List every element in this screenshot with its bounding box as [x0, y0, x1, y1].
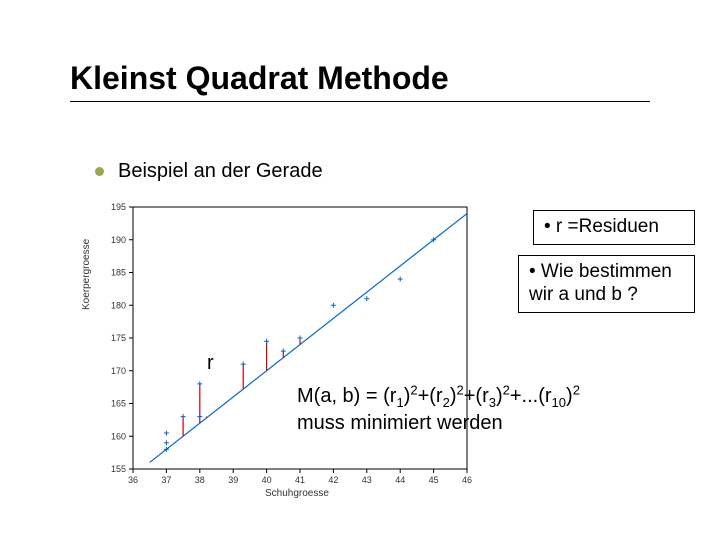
- x-axis-label: Schuhgroesse: [265, 488, 329, 499]
- svg-text:155: 155: [111, 464, 126, 474]
- svg-text:39: 39: [228, 475, 238, 485]
- callout-ab-question: • Wie bestimmen wir a und b ?: [518, 255, 695, 313]
- svg-text:195: 195: [111, 202, 126, 212]
- svg-text:41: 41: [295, 475, 305, 485]
- formula-line2: muss minimiert werden: [297, 412, 503, 434]
- callout-residuen: • r =Residuen: [533, 210, 695, 245]
- svg-text:40: 40: [262, 475, 272, 485]
- svg-text:45: 45: [429, 475, 439, 485]
- svg-text:43: 43: [362, 475, 372, 485]
- svg-text:44: 44: [395, 475, 405, 485]
- chart-svg: 36 37 38 39 40 41 42 43 44 45 46 155 160 165 170 175 180…: [95, 195, 475, 495]
- svg-text:175: 175: [111, 333, 126, 343]
- svg-text:36: 36: [128, 475, 138, 485]
- y-axis-label: Koerpergroesse: [81, 239, 92, 310]
- svg-text:46: 46: [462, 475, 472, 485]
- svg-text:165: 165: [111, 399, 126, 409]
- formula-block: M(a, b) = (r1)2+(r2)2+(r3)2+...(r10)2 mu…: [297, 382, 580, 436]
- r-label: r: [207, 352, 214, 375]
- svg-text:38: 38: [195, 475, 205, 485]
- formula-line1: M(a, b) = (r1)2+(r2)2+(r3)2+...(r10)2: [297, 385, 580, 407]
- svg-text:170: 170: [111, 366, 126, 376]
- svg-text:160: 160: [111, 431, 126, 441]
- svg-text:42: 42: [328, 475, 338, 485]
- bullet-item: Beispiel an der Gerade: [95, 160, 323, 183]
- svg-text:37: 37: [161, 475, 171, 485]
- bullet-dot-icon: [95, 167, 104, 176]
- svg-text:180: 180: [111, 300, 126, 310]
- slide-title: Kleinst Quadrat Methode: [70, 60, 650, 102]
- scatter-chart: Koerpergroesse 3637383940414243444546155…: [95, 195, 475, 495]
- svg-text:190: 190: [111, 235, 126, 245]
- svg-text:185: 185: [111, 268, 126, 278]
- note2-line2: wir a und b ?: [529, 284, 638, 305]
- note2-line1: • Wie bestimmen: [529, 261, 672, 282]
- bullet-text: Beispiel an der Gerade: [118, 160, 323, 183]
